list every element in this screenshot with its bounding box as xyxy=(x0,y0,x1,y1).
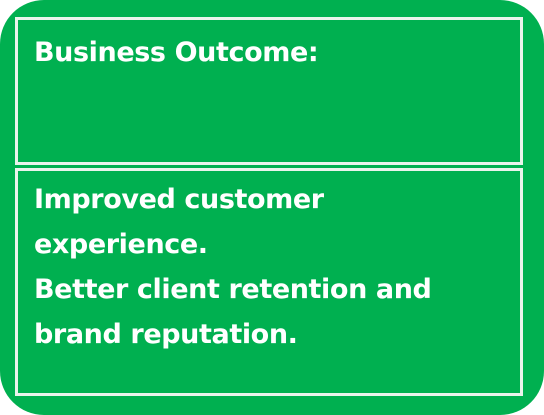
description-line: experience. xyxy=(34,229,208,260)
description-line: brand reputation. xyxy=(34,319,298,350)
description-line: Better client retention and xyxy=(34,274,432,305)
outcome-description: Improved customer experience. Better cli… xyxy=(34,177,432,357)
description-line: Improved customer xyxy=(34,184,324,215)
header-panel: Business Outcome: xyxy=(15,17,523,165)
body-panel: Improved customer experience. Better cli… xyxy=(15,168,523,396)
panel-title: Business Outcome: xyxy=(34,37,319,68)
